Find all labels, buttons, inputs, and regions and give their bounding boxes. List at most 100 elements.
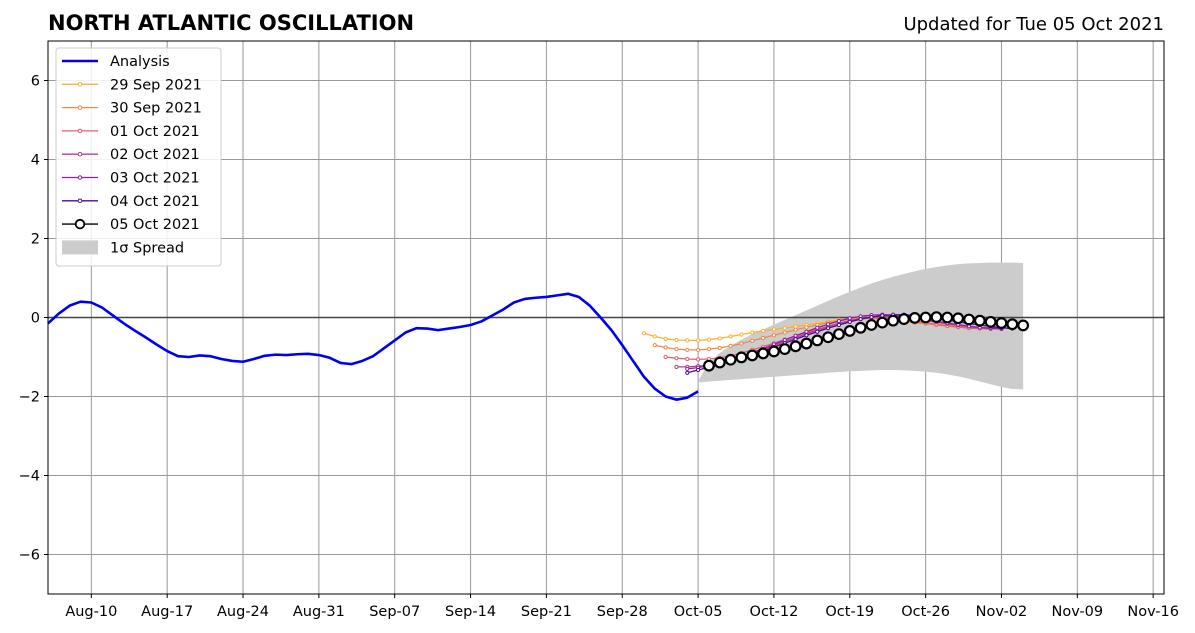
forecast-point — [761, 328, 766, 334]
legend-marker — [77, 82, 83, 87]
forecast-point — [869, 315, 874, 320]
legend-marker — [74, 218, 86, 230]
forecast-point — [728, 343, 733, 349]
forecast-point — [865, 319, 878, 331]
forecast-point — [739, 341, 744, 346]
y-tick-label: 4 — [31, 153, 40, 169]
forecast-point — [847, 319, 852, 324]
forecast-point — [778, 343, 791, 356]
legend: Analysis 29 Sep 2021 30 Sep 2021 01 Oct 202… — [55, 47, 222, 267]
forecast-point — [685, 356, 690, 362]
legend-marker — [77, 151, 83, 157]
x-tick-label: Nov-16 — [1127, 604, 1179, 620]
legend-label: 30 Sep 2021 — [110, 101, 202, 117]
forecast-point — [652, 343, 657, 348]
analysis-line — [47, 292, 699, 401]
forecast-point — [973, 314, 986, 327]
forecast-point — [836, 322, 842, 328]
forecast-point — [663, 336, 668, 341]
chart-title: NORTH ATLANTIC OSCILLATION — [48, 11, 414, 35]
forecast-point — [685, 370, 690, 375]
forecast-point — [898, 313, 910, 325]
forecast-point — [843, 325, 856, 337]
forecast-point — [887, 314, 900, 327]
legend-entry: 05 Oct 2021 — [62, 217, 200, 233]
legend-entry: 04 Oct 2021 — [62, 194, 200, 210]
forecast-point — [793, 337, 798, 342]
forecast-point — [685, 338, 690, 343]
forecast-point — [706, 347, 712, 352]
legend-label: 02 Oct 2021 — [110, 147, 200, 163]
y-tick-label: −2 — [19, 390, 40, 406]
legend-entry: 01 Oct 2021 — [62, 124, 200, 140]
forecast-point — [854, 321, 867, 334]
forecast-point — [876, 316, 889, 329]
forecast-point — [641, 331, 647, 336]
forecast-point — [811, 334, 824, 347]
forecast-point — [858, 316, 863, 322]
forecast-point — [1017, 319, 1030, 332]
forecast-point — [695, 367, 701, 373]
forecast-point — [826, 322, 831, 327]
forecast-point — [724, 353, 737, 366]
forecast-point — [804, 333, 809, 338]
legend-entry: 29 Sep 2021 — [62, 77, 202, 93]
forecast-point — [1006, 318, 1019, 331]
plot-frame — [47, 40, 1165, 595]
forecast-point — [695, 357, 701, 362]
forecast-point — [674, 356, 679, 361]
legend-label: 1σ Spread — [110, 240, 184, 256]
legend-label: 01 Oct 2021 — [110, 124, 200, 140]
forecast-point — [703, 359, 715, 372]
x-tick-label: Aug-24 — [217, 604, 269, 620]
forecast-point — [952, 312, 965, 325]
legend-entry: 03 Oct 2021 — [62, 171, 200, 187]
forecast-point — [984, 315, 997, 328]
x-tick-label: Sep-28 — [597, 604, 648, 620]
x-tick-label: Nov-09 — [1052, 604, 1104, 620]
chart-subtitle: Updated for Tue 05 Oct 2021 — [903, 14, 1164, 35]
legend-entry: 30 Sep 2021 — [62, 101, 202, 117]
forecast-point — [815, 329, 820, 334]
y-tick-label: −6 — [19, 548, 40, 564]
forecast-point — [880, 313, 885, 318]
forecast-point — [800, 337, 813, 350]
forecast-point — [728, 334, 733, 339]
forecast-layer — [641, 311, 1030, 375]
forecast-point — [822, 331, 835, 344]
forecast-point — [771, 333, 777, 338]
x-tick-label: Sep-14 — [445, 604, 496, 620]
forecast-point — [782, 330, 787, 335]
legend-marker — [77, 105, 83, 110]
forecast-point — [930, 311, 943, 324]
x-tick-label: Oct-05 — [674, 604, 723, 620]
forecast-point — [815, 325, 820, 330]
forecast-point — [804, 329, 809, 334]
forecast-point — [717, 345, 722, 351]
legend-box — [55, 47, 222, 267]
x-tick-label: Aug-17 — [141, 604, 193, 620]
legend-marker — [77, 198, 83, 204]
forecast-point — [919, 311, 932, 324]
forecast-point — [652, 334, 657, 339]
forecast-point — [713, 356, 726, 369]
forecast-point — [685, 366, 690, 371]
forecast-point — [717, 336, 722, 341]
forecast-point — [685, 347, 690, 352]
legend-label: 03 Oct 2021 — [110, 171, 200, 187]
analysis-layer — [47, 292, 699, 401]
forecast-point — [826, 326, 831, 331]
y-tick-label: 2 — [31, 232, 40, 248]
forecast-point — [789, 340, 802, 353]
legend-label: Analysis — [110, 54, 170, 70]
y-tick-label: 6 — [31, 74, 40, 90]
forecast-point — [908, 311, 921, 324]
forecast-point — [757, 347, 770, 360]
x-tick-label: Oct-12 — [750, 604, 799, 620]
forecast-point — [750, 330, 755, 335]
legend-entry: Analysis — [62, 54, 170, 70]
forecast-point — [963, 313, 975, 326]
x-tick-label: Aug-31 — [293, 604, 345, 620]
legend-marker — [77, 175, 83, 180]
